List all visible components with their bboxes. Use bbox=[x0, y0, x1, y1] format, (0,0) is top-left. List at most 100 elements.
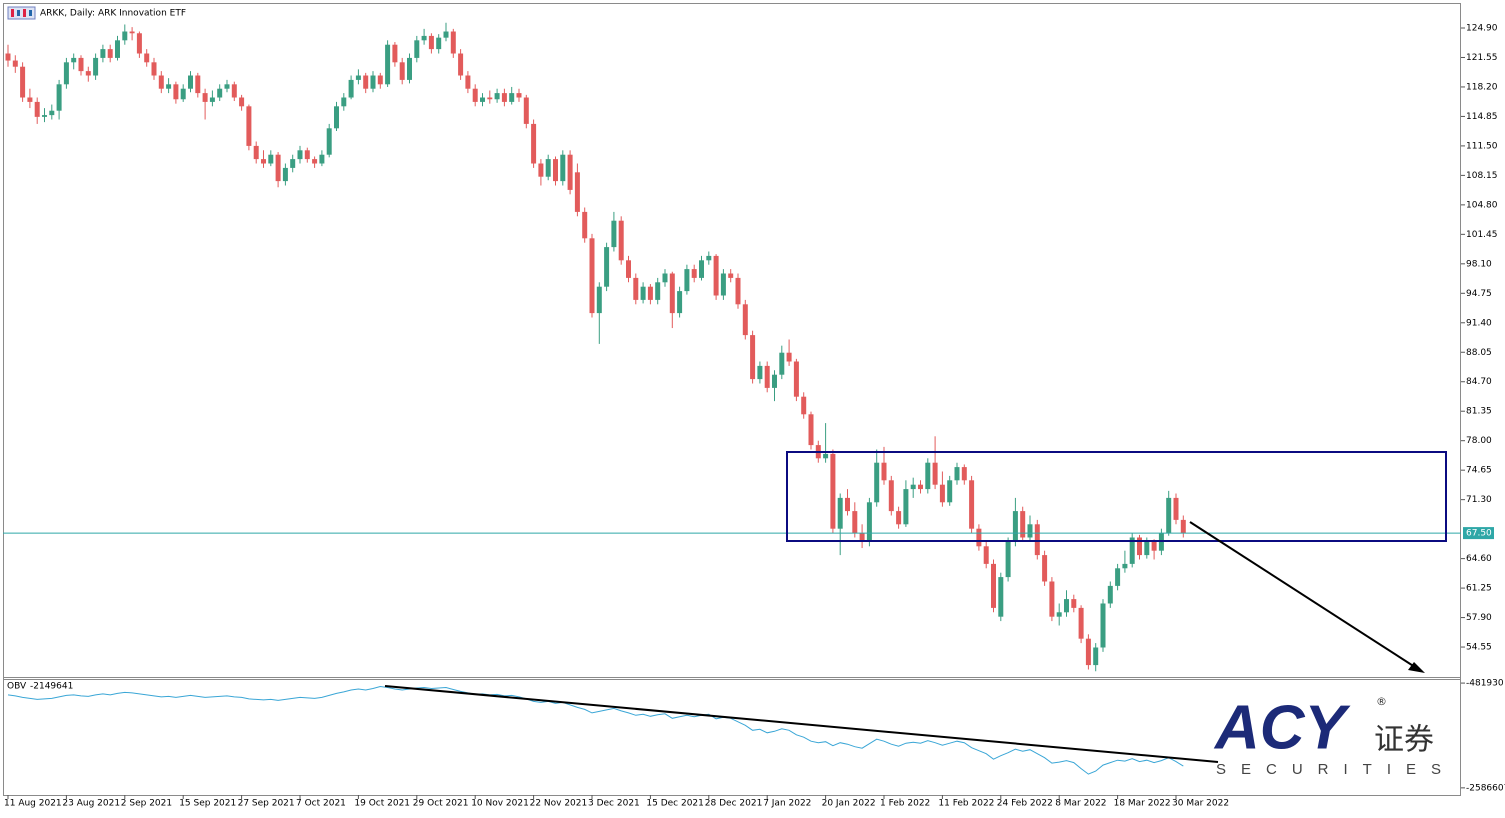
candle-body bbox=[1180, 519, 1186, 534]
candle-body bbox=[78, 57, 84, 72]
candle-body bbox=[385, 44, 391, 85]
last-price-label: 67.50 bbox=[1466, 529, 1492, 539]
candle-body bbox=[531, 123, 537, 164]
y-tick-label: 88.05 bbox=[1466, 348, 1492, 358]
candle-body bbox=[669, 273, 675, 314]
candle-body bbox=[472, 88, 478, 102]
plot-area: 124.90 121.55 118.20 114.85 111.50 108.15 104.… bbox=[3, 22, 1505, 809]
obv-label: OBV bbox=[7, 682, 27, 692]
candle-body bbox=[793, 361, 799, 397]
candle-body bbox=[516, 93, 522, 98]
candle-body bbox=[706, 255, 712, 261]
candle-body bbox=[837, 497, 843, 529]
x-tick-label: 18 Mar 2022 bbox=[1114, 799, 1171, 809]
candle-body bbox=[224, 84, 230, 89]
candle-body bbox=[918, 484, 923, 490]
candle-body bbox=[407, 57, 412, 80]
x-tick-label: 11 Aug 2021 bbox=[4, 799, 62, 809]
candle-body bbox=[596, 286, 602, 314]
candle-body bbox=[545, 159, 551, 177]
candle-body bbox=[49, 110, 55, 116]
trend-arrow bbox=[1189, 521, 1419, 670]
candle-body bbox=[910, 484, 916, 490]
candle-body bbox=[5, 53, 11, 61]
candle-body bbox=[684, 269, 690, 292]
x-tick-label: 7 Oct 2021 bbox=[296, 799, 346, 809]
candle-body bbox=[1005, 541, 1011, 578]
y-tick-label: 54.55 bbox=[1466, 643, 1492, 653]
candle-body bbox=[480, 97, 485, 102]
candle-body bbox=[874, 462, 880, 503]
candle-body bbox=[93, 57, 99, 76]
logo-brand: ACY bbox=[1213, 693, 1352, 762]
candle-body bbox=[414, 40, 420, 58]
y-tick-label: 104.80 bbox=[1466, 200, 1498, 210]
x-tick-label: 24 Feb 2022 bbox=[997, 799, 1053, 809]
candle-body bbox=[772, 374, 777, 388]
range-box bbox=[786, 451, 1447, 542]
x-tick-label: 19 Oct 2021 bbox=[354, 799, 410, 809]
candle-body bbox=[611, 220, 617, 248]
candle-body bbox=[523, 97, 529, 124]
candle-body bbox=[647, 286, 653, 300]
candle-body bbox=[633, 277, 639, 300]
candle-body bbox=[231, 84, 237, 98]
candle-body bbox=[290, 159, 296, 168]
candle-body bbox=[640, 286, 646, 300]
candle-body bbox=[626, 260, 631, 278]
candle-body bbox=[764, 365, 770, 388]
obv-value: -2149641 bbox=[30, 682, 73, 692]
candle-body bbox=[115, 40, 120, 58]
candle-body bbox=[757, 365, 763, 380]
candle-body bbox=[954, 467, 960, 481]
candle-body bbox=[282, 167, 288, 182]
candle-body bbox=[173, 84, 179, 100]
candle-body bbox=[1100, 603, 1106, 648]
candle-body bbox=[377, 75, 383, 85]
candle-body bbox=[1173, 497, 1179, 520]
candle-body bbox=[136, 33, 142, 54]
x-tick-label: 1 Feb 2022 bbox=[880, 799, 930, 809]
candle-body bbox=[348, 79, 354, 98]
x-tick-label: 2 Sep 2021 bbox=[121, 799, 172, 809]
candle-body bbox=[180, 88, 186, 100]
candle-body bbox=[881, 462, 887, 481]
candle-body bbox=[217, 88, 223, 98]
y-tick-label: 98.10 bbox=[1466, 259, 1492, 269]
candle-body bbox=[538, 163, 544, 177]
candle-body bbox=[983, 546, 989, 564]
candle-body bbox=[56, 84, 62, 111]
candle-body bbox=[261, 159, 266, 164]
candle-body bbox=[1049, 581, 1055, 617]
candle-body bbox=[27, 97, 33, 102]
candle-body bbox=[823, 453, 829, 459]
candle-body bbox=[808, 414, 814, 446]
candle-body bbox=[209, 97, 215, 102]
y-tick-label: 124.90 bbox=[1466, 23, 1498, 33]
candle-body bbox=[1020, 511, 1026, 538]
candle-body bbox=[582, 211, 588, 239]
candle-body bbox=[20, 66, 26, 98]
candle-body bbox=[363, 75, 369, 89]
x-tick-label: 15 Sep 2021 bbox=[179, 799, 236, 809]
candle-body bbox=[1093, 647, 1099, 666]
y-tick-label: 71.30 bbox=[1466, 495, 1492, 505]
chart-title: ARKK, Daily: ARK Innovation ETF bbox=[40, 9, 186, 19]
candle-body bbox=[998, 577, 1004, 617]
y-tick-label: -2586607 bbox=[1466, 783, 1505, 793]
candle-body bbox=[494, 93, 500, 100]
x-tick-label: 29 Oct 2021 bbox=[413, 799, 469, 809]
candle-body bbox=[786, 352, 792, 362]
candle-body bbox=[1064, 599, 1069, 613]
candle-body bbox=[1027, 524, 1033, 538]
candle-body bbox=[443, 31, 449, 38]
x-tick-label: 10 Nov 2021 bbox=[471, 799, 529, 809]
candle-body bbox=[326, 128, 332, 155]
candle-body bbox=[85, 71, 91, 76]
candle-body bbox=[1056, 612, 1062, 617]
candle-body bbox=[896, 511, 902, 525]
y-tick-label: 64.60 bbox=[1466, 554, 1492, 564]
y-tick-label: 111.50 bbox=[1466, 141, 1498, 151]
obv-trend-line bbox=[384, 685, 1219, 763]
x-tick-label: 23 Aug 2021 bbox=[62, 799, 120, 809]
